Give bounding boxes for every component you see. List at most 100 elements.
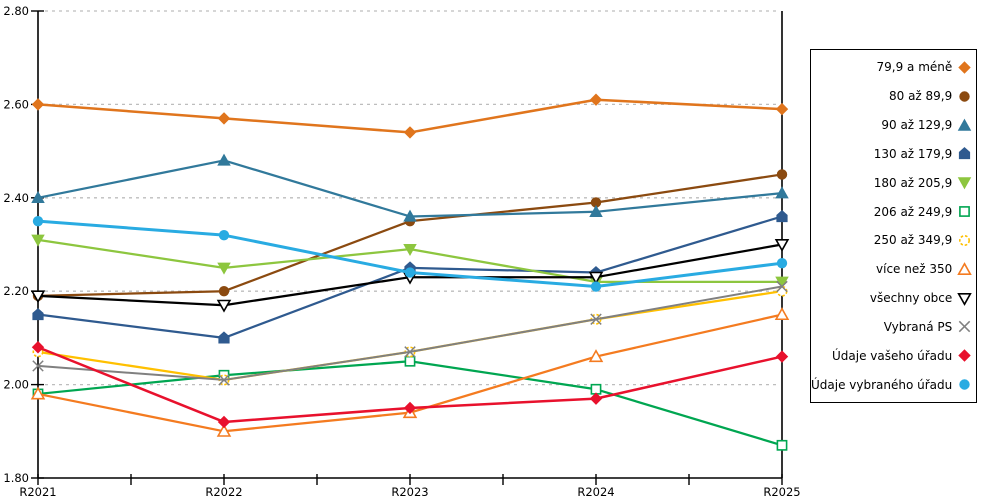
data-point-marker	[403, 126, 417, 139]
data-point-marker	[958, 61, 971, 74]
legend-label: 79,9 a méně	[876, 60, 953, 75]
y-axis-label: 1.80	[3, 471, 29, 485]
legend-marker-icon	[957, 261, 973, 275]
legend-item: Údaje vašeho úřadu	[811, 341, 978, 370]
legend-item: 250 až 349,9	[811, 226, 978, 255]
data-point-marker	[774, 307, 790, 321]
data-point-marker	[775, 350, 789, 363]
legend-label: Vybraná PS	[883, 319, 953, 334]
legend-label: 206 až 249,9	[873, 204, 953, 219]
data-point-marker	[957, 261, 973, 275]
data-point-marker	[775, 186, 789, 199]
data-point-marker	[957, 292, 973, 306]
data-point-marker	[776, 169, 788, 180]
data-point-marker	[32, 215, 44, 227]
legend-item: všechny obce	[811, 284, 978, 313]
data-point-marker	[776, 257, 788, 269]
legend-item: více než 350	[811, 255, 978, 284]
legend-marker-icon	[959, 206, 971, 217]
y-axis-label: 2.00	[3, 378, 29, 392]
data-point-marker	[959, 91, 970, 102]
x-axis-label: R2024	[577, 485, 614, 499]
x-axis-label: R2022	[205, 485, 242, 499]
data-point-marker	[30, 386, 46, 400]
legend-marker-icon	[959, 234, 971, 246]
data-point-marker	[403, 209, 417, 222]
legend-marker-icon	[958, 177, 972, 190]
data-point-marker	[218, 331, 230, 344]
data-point-marker	[959, 379, 970, 390]
legend-marker-icon	[959, 379, 970, 390]
data-point-marker	[31, 98, 45, 111]
data-point-marker	[959, 234, 971, 246]
data-point-marker	[403, 401, 417, 415]
data-point-marker	[589, 93, 603, 106]
legend-label: všechny obce	[869, 291, 953, 306]
data-point-marker	[216, 299, 232, 313]
legend-item: 80 až 89,9	[811, 82, 978, 111]
data-point-marker	[404, 346, 416, 358]
y-axis-label: 2.60	[3, 97, 29, 111]
legend-label: Údaje vašeho úřadu	[832, 348, 953, 363]
data-point-marker	[31, 190, 45, 204]
data-point-marker	[217, 153, 231, 166]
data-point-marker	[404, 355, 416, 367]
legend-item: 79,9 a méně	[811, 53, 978, 82]
data-point-marker	[958, 118, 972, 131]
data-point-marker	[217, 262, 231, 275]
series-line	[36, 159, 784, 218]
data-point-marker	[588, 349, 604, 363]
legend-marker-icon	[959, 321, 971, 333]
y-axis-label: 2.20	[3, 284, 29, 298]
data-point-marker	[403, 243, 417, 256]
data-point-marker	[218, 374, 230, 386]
legend-marker-icon	[958, 349, 971, 362]
legend-item: 180 až 205,9	[811, 168, 978, 197]
data-point-marker	[404, 267, 416, 278]
legend-marker-icon	[958, 118, 972, 131]
data-point-marker	[958, 177, 972, 190]
data-point-marker	[589, 392, 603, 405]
data-point-marker	[959, 147, 971, 160]
data-point-marker	[218, 229, 230, 241]
data-point-marker	[959, 206, 971, 217]
data-point-marker	[32, 360, 44, 372]
data-point-marker	[216, 423, 232, 437]
legend-item: 206 až 249,9	[811, 197, 978, 226]
data-point-marker	[31, 234, 45, 247]
legend-item: 130 až 179,9	[811, 140, 978, 169]
legend-marker-icon	[958, 61, 971, 74]
legend-item: Údaje vybraného úřadu	[811, 370, 978, 399]
legend-marker-icon	[957, 292, 973, 306]
data-point-marker	[589, 204, 603, 218]
legend-label: 130 až 179,9	[873, 146, 953, 161]
data-point-marker	[775, 276, 789, 289]
legend-label: 180 až 205,9	[873, 175, 953, 190]
legend-label: 250 až 349,9	[873, 233, 953, 248]
data-point-marker	[588, 271, 604, 285]
data-point-marker	[776, 439, 788, 451]
legend-item: Vybraná PS	[811, 313, 978, 342]
x-axis-label: R2023	[391, 485, 428, 499]
legend-item: 90 až 129,9	[811, 111, 978, 140]
data-point-marker	[775, 102, 789, 116]
legend-marker-icon	[959, 147, 971, 160]
legend-label: více než 350	[876, 262, 953, 277]
legend-marker-icon	[959, 91, 970, 102]
legend-label: 80 až 89,9	[888, 89, 953, 104]
data-point-marker	[959, 321, 971, 333]
x-axis-label: R2021	[19, 485, 56, 499]
data-point-marker	[218, 286, 230, 297]
data-point-marker	[776, 210, 788, 223]
data-point-marker	[958, 349, 971, 362]
data-point-marker	[776, 280, 788, 293]
legend-label: 90 až 129,9	[881, 118, 953, 133]
data-point-marker	[217, 112, 231, 125]
data-point-marker	[30, 290, 46, 304]
data-point-marker	[590, 313, 602, 325]
x-axis-label: R2025	[763, 485, 800, 499]
data-point-marker	[217, 415, 231, 429]
data-point-marker	[774, 239, 790, 252]
